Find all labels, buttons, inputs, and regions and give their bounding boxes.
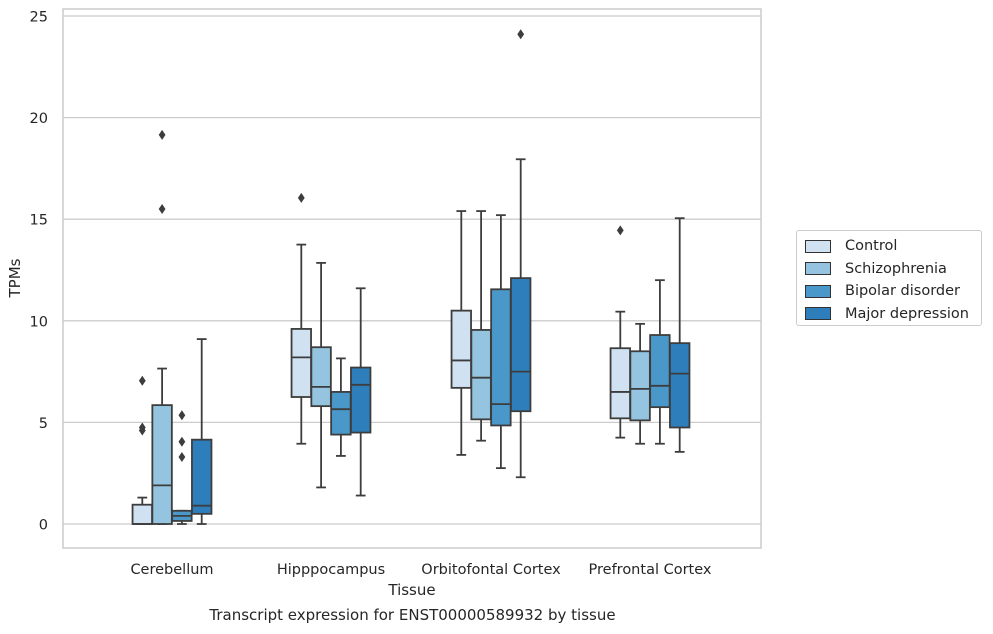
legend-item: Major depression bbox=[805, 303, 973, 326]
y-tick-label: 15 bbox=[30, 213, 48, 229]
legend-swatch bbox=[805, 239, 831, 253]
box-series bbox=[131, 29, 691, 525]
x-axis-ticks: Cerebellum Hipppocampus Orbitofontal Corte… bbox=[130, 562, 711, 578]
legend-label: Bipolar disorder bbox=[845, 283, 960, 300]
box bbox=[310, 261, 332, 489]
x-tick-label: Orbitofontal Cortex bbox=[421, 562, 561, 578]
outlier-point bbox=[158, 204, 166, 215]
legend-item: Bipolar disorder bbox=[805, 280, 973, 303]
y-tick-label: 10 bbox=[30, 314, 48, 330]
box bbox=[290, 192, 312, 445]
outlier-point bbox=[178, 436, 186, 447]
x-tick-label: Hipppocampus bbox=[277, 562, 385, 578]
x-tick-label: Prefrontal Cortex bbox=[589, 562, 712, 578]
box-iqr bbox=[310, 346, 332, 408]
legend-swatch bbox=[805, 284, 831, 298]
legend-label: Control bbox=[845, 238, 898, 255]
y-tick-label: 20 bbox=[30, 111, 48, 127]
y-axis-label: TPMs bbox=[6, 258, 24, 298]
y-axis-ticks: 0 5 10 15 20 25 bbox=[30, 10, 48, 534]
outlier-point bbox=[178, 410, 186, 421]
x-axis-label: Tissue bbox=[387, 581, 435, 599]
box bbox=[151, 129, 173, 525]
box-iqr bbox=[450, 309, 472, 389]
legend-swatch bbox=[805, 262, 831, 276]
outlier-point bbox=[138, 375, 146, 386]
legend-item: Schizophrenia bbox=[805, 258, 973, 281]
box-iqr bbox=[649, 334, 671, 409]
box-iqr bbox=[350, 366, 372, 434]
box bbox=[510, 29, 532, 479]
box bbox=[649, 279, 671, 445]
legend-label: Schizophrenia bbox=[845, 260, 947, 277]
box bbox=[191, 338, 213, 525]
legend: Control Schizophrenia Bipolar disorder Majo… bbox=[796, 230, 982, 326]
box-iqr bbox=[131, 503, 153, 525]
box bbox=[171, 410, 193, 525]
x-tick-label: Cerebellum bbox=[130, 562, 213, 578]
box bbox=[350, 287, 372, 497]
legend-swatch bbox=[805, 307, 831, 321]
legend-item: Control bbox=[805, 235, 973, 258]
outlier-point bbox=[158, 129, 166, 140]
box bbox=[450, 210, 472, 456]
box-iqr bbox=[191, 438, 213, 515]
outlier-point bbox=[517, 29, 525, 40]
outlier-point bbox=[616, 225, 624, 236]
y-tick-label: 25 bbox=[30, 10, 48, 26]
outlier-point bbox=[178, 451, 186, 462]
box-iqr bbox=[490, 288, 512, 427]
box-iqr bbox=[470, 329, 492, 421]
box bbox=[490, 214, 512, 470]
outlier-point bbox=[138, 425, 146, 436]
box-iqr bbox=[669, 342, 691, 429]
figure-caption: Transcript expression for ENST0000058993… bbox=[209, 606, 616, 624]
legend-label: Major depression bbox=[845, 305, 969, 322]
y-tick-label: 0 bbox=[39, 518, 48, 534]
box-iqr bbox=[629, 350, 651, 422]
y-tick-label: 5 bbox=[39, 416, 48, 432]
box-iqr bbox=[510, 277, 532, 413]
outlier-point bbox=[297, 192, 305, 203]
box-iqr bbox=[151, 404, 173, 525]
box-iqr bbox=[290, 328, 312, 398]
box-iqr bbox=[330, 391, 352, 436]
box-iqr bbox=[609, 347, 631, 420]
box bbox=[669, 217, 691, 453]
